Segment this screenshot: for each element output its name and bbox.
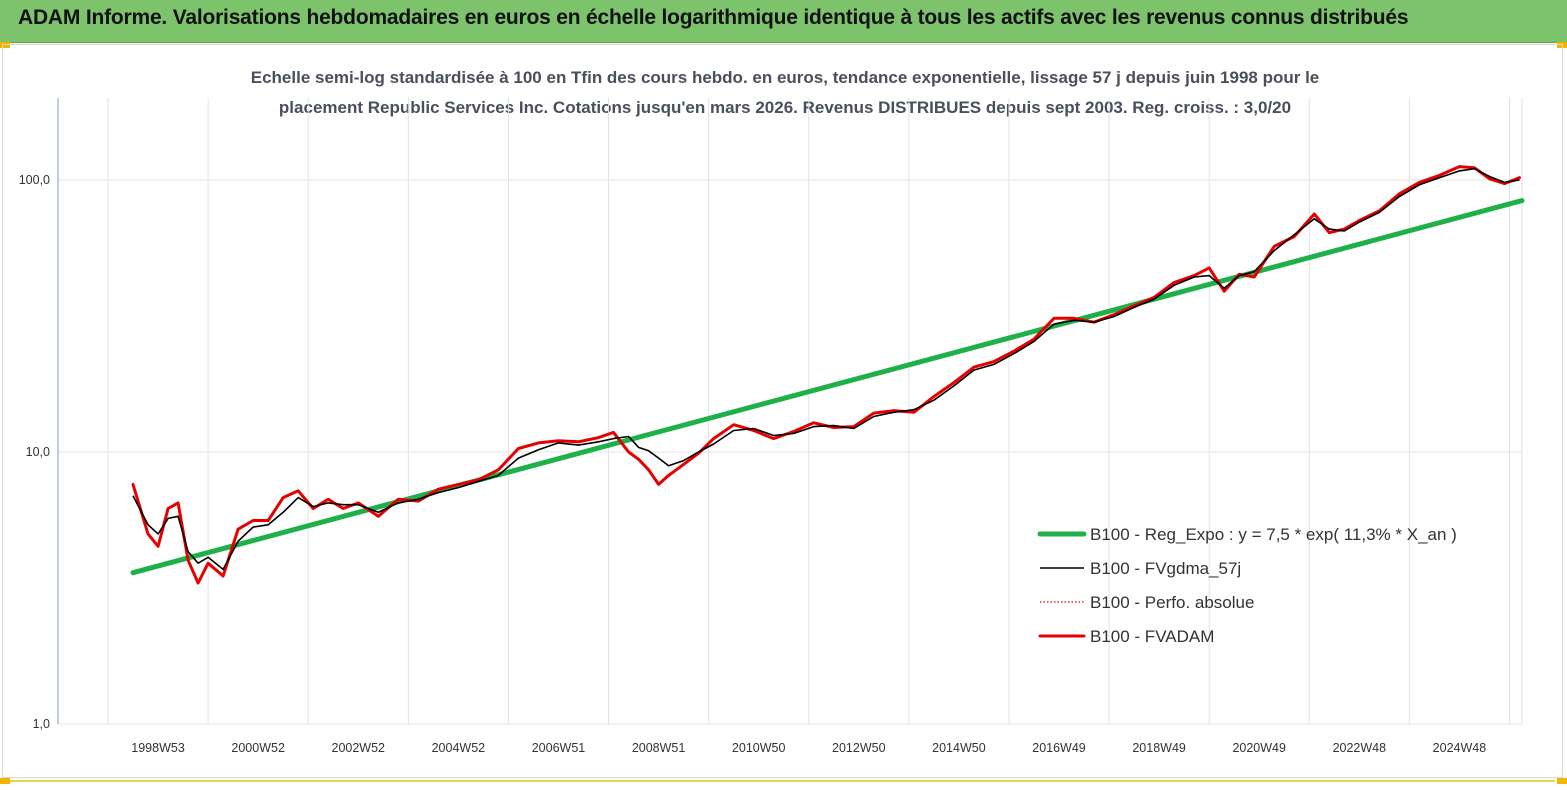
corner-mark-bottom-left: [0, 778, 10, 784]
x-tick-label: 2018W49: [1132, 741, 1186, 755]
y-tick-label: 1,0: [33, 717, 50, 731]
legend-label: B100 - FVADAM: [1090, 627, 1214, 646]
series-line-2: [132, 165, 1520, 585]
legend: B100 - Reg_Expo : y = 7,5 * exp( 11,3% *…: [1037, 525, 1457, 646]
legend-label: B100 - Perfo. absolue: [1090, 593, 1254, 612]
series-line-0: [130, 198, 1525, 576]
page-title: ADAM Informe. Valorisations hebdomadaire…: [18, 6, 1409, 29]
x-tick-label: 1998W53: [131, 741, 185, 755]
x-tick-label: 2016W49: [1032, 741, 1086, 755]
legend-label: B100 - Reg_Expo : y = 7,5 * exp( 11,3% *…: [1090, 525, 1457, 544]
chart-title-line-2: placement Republic Services Inc. Cotatio…: [278, 98, 1292, 117]
header-banner: ADAM Informe. Valorisations hebdomadaire…: [0, 0, 1567, 43]
x-tick-label: 2020W49: [1232, 741, 1286, 755]
x-tick-label: 2008W51: [632, 741, 686, 755]
corner-mark-bottom-right: [1557, 778, 1567, 784]
x-tick-label: 2022W48: [1333, 741, 1387, 755]
series-line-3: [131, 165, 1521, 585]
chart-frame: [2, 44, 1563, 778]
series-layer: [130, 165, 1525, 585]
x-tick-label: 2010W50: [732, 741, 786, 755]
x-tick-label: 2000W52: [231, 741, 285, 755]
series-line-1: [132, 167, 1520, 571]
legend-label: B100 - FVgdma_57j: [1090, 559, 1241, 578]
bottom-divider: [10, 780, 1555, 782]
corner-mark-top-left: [0, 42, 10, 48]
x-tick-label: 2002W52: [332, 741, 386, 755]
grid-lines: [58, 98, 1523, 725]
y-tick-label: 10,0: [26, 445, 50, 459]
x-tick-label: 2006W51: [532, 741, 586, 755]
axes: 1,0 10,0 100,0 1998W53 2000W52 2002W52 2004W52…: [19, 98, 1487, 755]
x-tick-label: 2014W50: [932, 741, 986, 755]
x-tick-label: 2004W52: [432, 741, 486, 755]
x-tick-label: 2024W48: [1433, 741, 1487, 755]
x-tick-label: 2012W50: [832, 741, 886, 755]
y-tick-label: 100,0: [19, 173, 50, 187]
chart-title-line-1: Echelle semi-log standardisée à 100 en T…: [250, 68, 1320, 87]
